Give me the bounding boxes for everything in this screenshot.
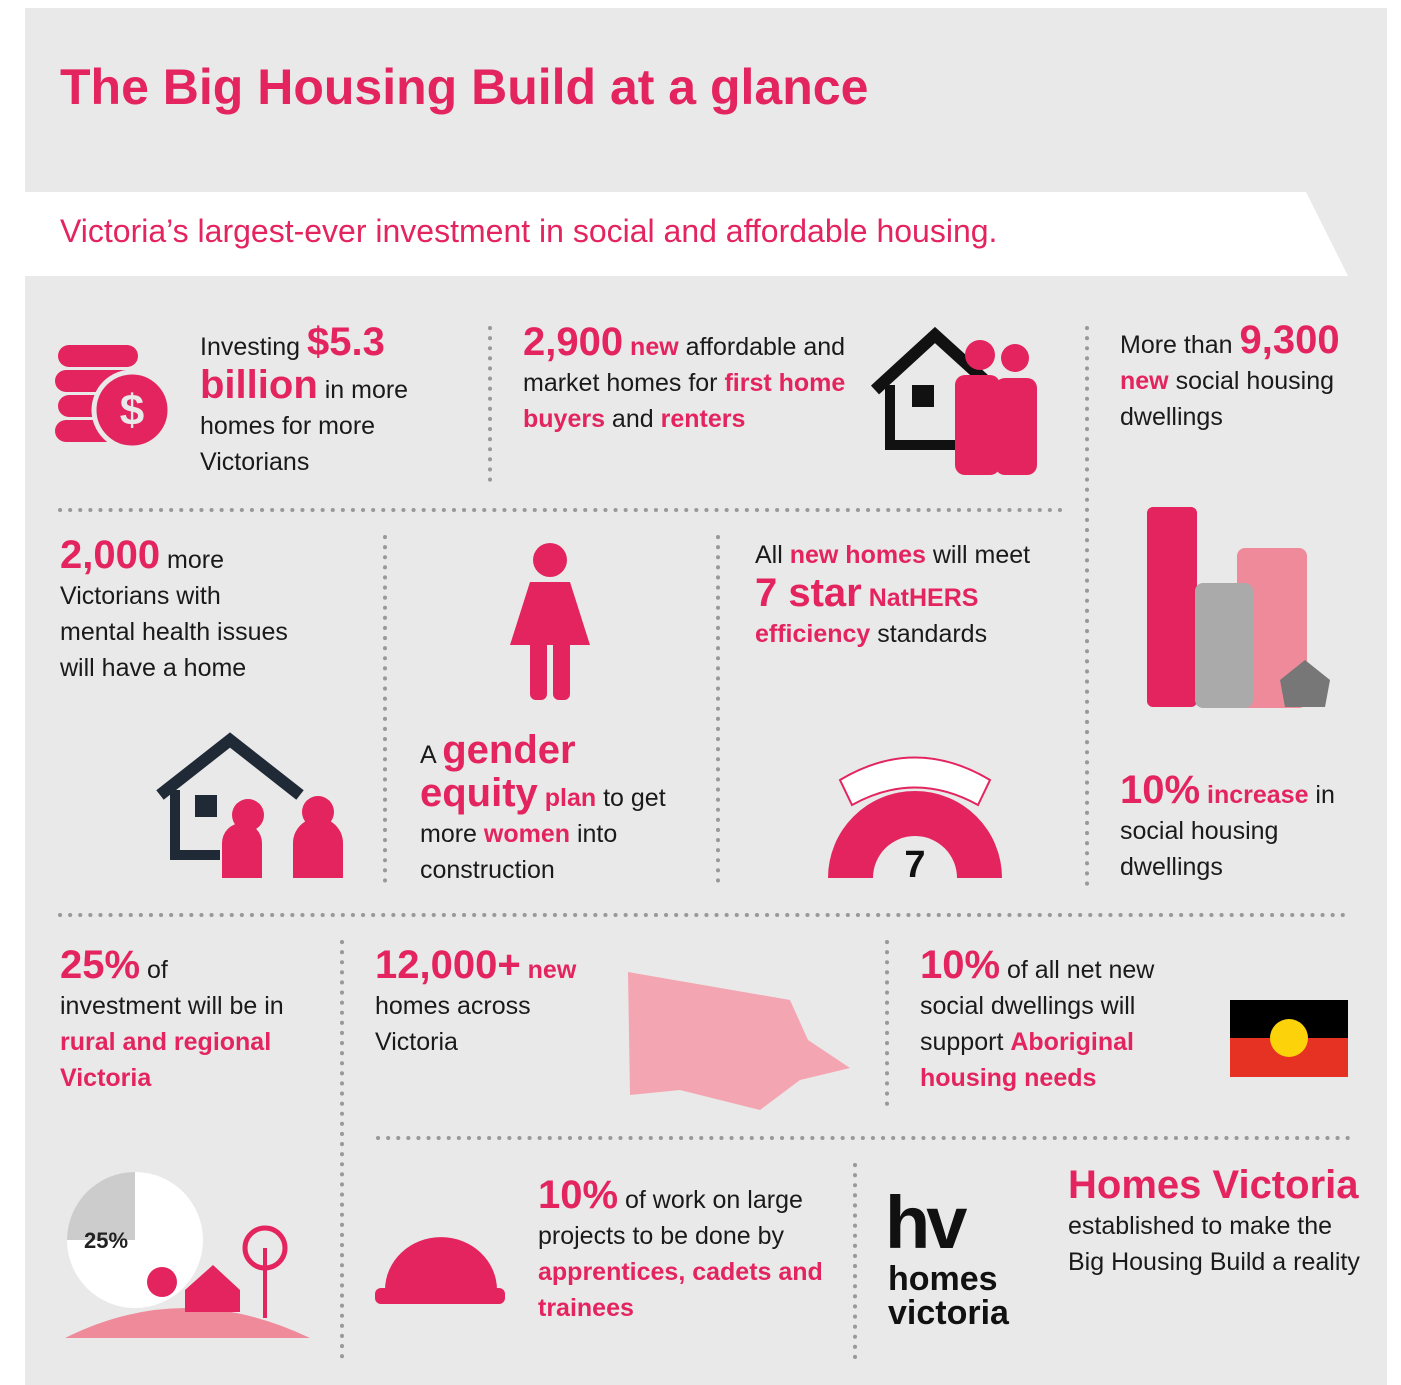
body-text: standards bbox=[870, 620, 988, 648]
body-text: A bbox=[420, 741, 443, 769]
body-text: of work on large projects to be done by bbox=[538, 1186, 803, 1250]
highlight-text: apprentices, cadets and trainees bbox=[538, 1258, 823, 1322]
fact-panel: 10% increase in social housing dwellings bbox=[1120, 770, 1370, 885]
highlight-figure: 25% bbox=[60, 943, 141, 987]
helmet-icon bbox=[375, 1237, 505, 1304]
star-icon-label: 7 bbox=[904, 844, 925, 886]
highlight-text: rural and regional Victoria bbox=[60, 1028, 272, 1092]
banner bbox=[25, 192, 1348, 276]
flag bbox=[1230, 1000, 1348, 1077]
highlight-text: NatHERS efficiency bbox=[755, 584, 979, 648]
fact-panel: 10% of all net new social dwellings will… bbox=[920, 945, 1220, 1096]
fact-panel: Investing $5.3 billion in more homes for… bbox=[200, 322, 480, 480]
map-icon bbox=[628, 972, 850, 1110]
fact-panel: More than 9,300 new social housing dwell… bbox=[1120, 320, 1370, 435]
buildings-icon bbox=[1147, 507, 1330, 708]
body-text: more Victorians with mental health issue… bbox=[60, 546, 288, 682]
body-text: will meet bbox=[925, 541, 1031, 569]
subtitle: Victoria’s largest-ever investment in so… bbox=[60, 213, 998, 249]
highlight-figure: 10% bbox=[920, 943, 1001, 987]
highlight-figure: Homes Victoria bbox=[1068, 1163, 1359, 1207]
highlight-text: plan bbox=[537, 784, 597, 812]
body-text: of all net new social dwellings will sup… bbox=[920, 956, 1155, 1056]
logo-name: homes victoria bbox=[888, 1260, 1009, 1332]
fact-panel: 2,900 new affordable and market homes fo… bbox=[523, 322, 853, 437]
highlight-text: women bbox=[483, 820, 571, 848]
fact-panel: 2,000 more Victorians with mental health… bbox=[60, 535, 290, 686]
body-text: established to make the Big Housing Buil… bbox=[1068, 1212, 1360, 1276]
highlight-figure: $5.3 billion bbox=[200, 320, 385, 407]
body-text: affordable and market homes for bbox=[523, 333, 846, 397]
highlight-text: first home buyers bbox=[523, 369, 846, 433]
body-text: homes across Victoria bbox=[375, 992, 531, 1056]
logo-mark: hv bbox=[885, 1181, 967, 1264]
highlight-figure: gender equity bbox=[420, 728, 576, 815]
body-text: Investing bbox=[200, 333, 308, 361]
body-text: All bbox=[755, 541, 790, 569]
body-text: of investment will be in bbox=[60, 956, 284, 1020]
body-text: More than bbox=[1120, 331, 1240, 359]
house-people-icon bbox=[870, 326, 1037, 475]
highlight-figure: 10% bbox=[538, 1173, 619, 1217]
body-text: and bbox=[604, 405, 661, 433]
highlight-figure: 2,900 bbox=[523, 320, 624, 364]
fact-panel: All new homes will meet 7 star NatHERS e… bbox=[755, 537, 1045, 652]
highlight-text: new bbox=[623, 333, 679, 361]
body-text: to get more bbox=[420, 784, 666, 848]
woman-icon bbox=[510, 543, 590, 700]
highlight-figure: 2,000 bbox=[60, 533, 161, 577]
highlight-text: Aboriginal housing needs bbox=[920, 1028, 1134, 1092]
body-text bbox=[521, 956, 528, 984]
fact-panel: 10% of work on large projects to be done… bbox=[538, 1175, 838, 1326]
title: The Big Housing Build at a glance bbox=[60, 59, 869, 115]
body-text: in social housing dwellings bbox=[1120, 781, 1335, 881]
body-text: into construction bbox=[420, 820, 618, 884]
highlight-text: increase bbox=[1200, 781, 1309, 809]
pie-icon: 25% bbox=[65, 1172, 310, 1338]
star-icon: 7 bbox=[828, 756, 1002, 886]
fact-panel: 12,000+ new homes across Victoria bbox=[375, 945, 615, 1060]
body-text: in more homes for more Victorians bbox=[200, 376, 409, 476]
highlight-text: new homes bbox=[789, 541, 926, 569]
coins-icon: $ bbox=[55, 345, 173, 451]
highlight-text: renters bbox=[660, 405, 746, 433]
pie-icon-label: 25% bbox=[84, 1228, 128, 1253]
fact-panel: A gender equity plan to get more women i… bbox=[420, 730, 690, 888]
body-text: social housing dwellings bbox=[1120, 367, 1335, 431]
svg-text:$: $ bbox=[120, 386, 144, 435]
fact-panel: Homes Victoria established to make the B… bbox=[1068, 1165, 1368, 1280]
highlight-figure: 9,300 bbox=[1239, 318, 1340, 362]
separators bbox=[58, 326, 1352, 1367]
highlight-text: new bbox=[1120, 367, 1169, 395]
home-icon bbox=[156, 732, 343, 878]
fact-panel: 25% of investment will be in rural and r… bbox=[60, 945, 290, 1096]
highlight-figure: 12,000+ bbox=[375, 943, 521, 987]
highlight-text: new bbox=[527, 956, 577, 984]
highlight-figure: 10% bbox=[1120, 768, 1201, 812]
highlight-figure: 7 star bbox=[755, 571, 862, 615]
